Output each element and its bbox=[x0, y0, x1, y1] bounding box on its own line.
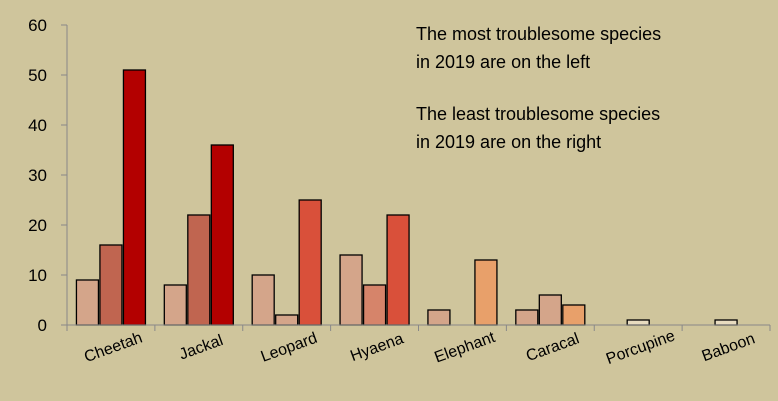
bar-baboon-2 bbox=[714, 319, 738, 326]
x-tick-label: Hyaena bbox=[348, 330, 406, 365]
y-tick-label: 50 bbox=[28, 66, 47, 85]
bar-caracal-2 bbox=[538, 294, 562, 326]
bar-jackal-1 bbox=[163, 284, 187, 326]
x-tick-label: Leopard bbox=[259, 330, 320, 366]
x-tick-label: Porcupine bbox=[604, 327, 678, 368]
bar-cheetah-1 bbox=[75, 279, 100, 326]
y-tick-label: 10 bbox=[28, 266, 47, 285]
bar-caracal-3 bbox=[562, 304, 586, 326]
y-tick-label: 0 bbox=[38, 316, 47, 335]
annotation-most-line1: The most troublesome species bbox=[416, 24, 661, 44]
bar-elephant-1 bbox=[427, 309, 451, 326]
y-tick-label: 20 bbox=[28, 216, 47, 235]
bar-hyaena-2 bbox=[362, 284, 387, 326]
bar-leopard-3 bbox=[298, 199, 322, 326]
y-tick-label: 40 bbox=[28, 116, 47, 135]
x-tick-label: Jackal bbox=[177, 332, 225, 363]
bar-cheetah-3 bbox=[122, 69, 147, 326]
bar-jackal-3 bbox=[210, 144, 234, 326]
bar-hyaena-3 bbox=[386, 214, 410, 326]
bar-leopard-2 bbox=[275, 314, 299, 326]
annotation-most-line2: in 2019 are on the left bbox=[416, 52, 590, 72]
y-tick-label: 30 bbox=[28, 166, 47, 185]
x-axis: Cheetah Jackal Leopard Hyaena Elephant Caraca… bbox=[66, 324, 771, 368]
annotation-least-line1: The least troublesome species bbox=[416, 104, 660, 124]
bar-elephant-3 bbox=[474, 259, 498, 326]
bar-jackal-2 bbox=[187, 214, 211, 326]
bar-porcupine-2 bbox=[626, 319, 650, 326]
bar-caracal-1 bbox=[515, 309, 539, 326]
x-tick-label: Caracal bbox=[524, 330, 582, 365]
y-axis: 0 10 20 30 40 50 60 bbox=[28, 16, 68, 335]
annotations: The most troublesome species in 2019 are… bbox=[416, 24, 661, 152]
y-tick-label: 60 bbox=[28, 16, 47, 35]
x-tick-label: Baboon bbox=[700, 330, 758, 365]
bar-hyaena-1 bbox=[339, 254, 363, 326]
x-tick-label: Cheetah bbox=[82, 329, 145, 366]
x-tick-label: Elephant bbox=[432, 329, 498, 367]
bar-leopard-1 bbox=[251, 274, 275, 326]
bar-cheetah-2 bbox=[99, 244, 123, 326]
annotation-least-line2: in 2019 are on the right bbox=[416, 132, 601, 152]
